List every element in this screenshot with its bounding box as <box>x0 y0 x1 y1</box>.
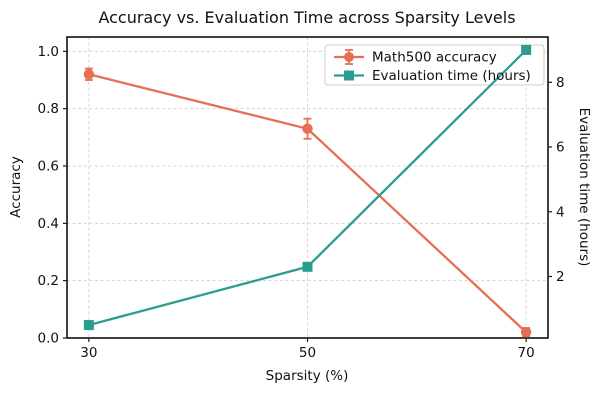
series-evaluation-time <box>83 44 532 331</box>
x-tick-label: 30 <box>80 345 97 361</box>
right-tick-label: 4 <box>556 204 565 220</box>
series-math500-accuracy <box>83 67 532 338</box>
legend: Math500 accuracy Evaluation time (hours) <box>334 49 531 84</box>
right-tick-label: 2 <box>556 269 565 285</box>
square-marker <box>302 261 313 272</box>
right-axis-label: Evaluation time (hours) <box>576 108 592 267</box>
axis-ticks: 30 50 70 0.0 0.2 0.4 0.6 0.8 1.0 2 4 6 8 <box>38 44 565 361</box>
circle-marker <box>302 123 313 134</box>
left-tick-label: 0.8 <box>38 101 59 117</box>
series-line <box>87 73 528 334</box>
right-tick-label: 8 <box>556 75 565 91</box>
x-axis-label: Sparsity (%) <box>266 368 349 384</box>
left-axis-label: Accuracy <box>8 156 24 218</box>
left-tick-label: 0.4 <box>38 216 59 232</box>
square-marker <box>521 44 532 55</box>
left-tick-label: 0.2 <box>38 273 59 289</box>
left-tick-label: 0.0 <box>38 331 59 347</box>
circle-marker <box>520 327 532 338</box>
legend-label: Math500 accuracy <box>372 50 497 66</box>
legend-label: Evaluation time (hours) <box>372 68 531 84</box>
left-tick-label: 0.6 <box>38 159 59 175</box>
legend-square-marker <box>344 70 354 81</box>
legend-frame <box>324 44 545 86</box>
left-tick-label: 1.0 <box>38 44 59 60</box>
square-marker <box>83 320 94 331</box>
x-tick-label: 50 <box>299 345 316 361</box>
legend-box <box>324 44 545 86</box>
chart-title: Accuracy vs. Evaluation Time across Spar… <box>98 8 515 27</box>
right-tick-label: 6 <box>556 140 565 156</box>
circle-marker <box>83 69 95 80</box>
legend-circle-marker <box>344 52 354 62</box>
x-tick-label: 70 <box>518 345 535 361</box>
